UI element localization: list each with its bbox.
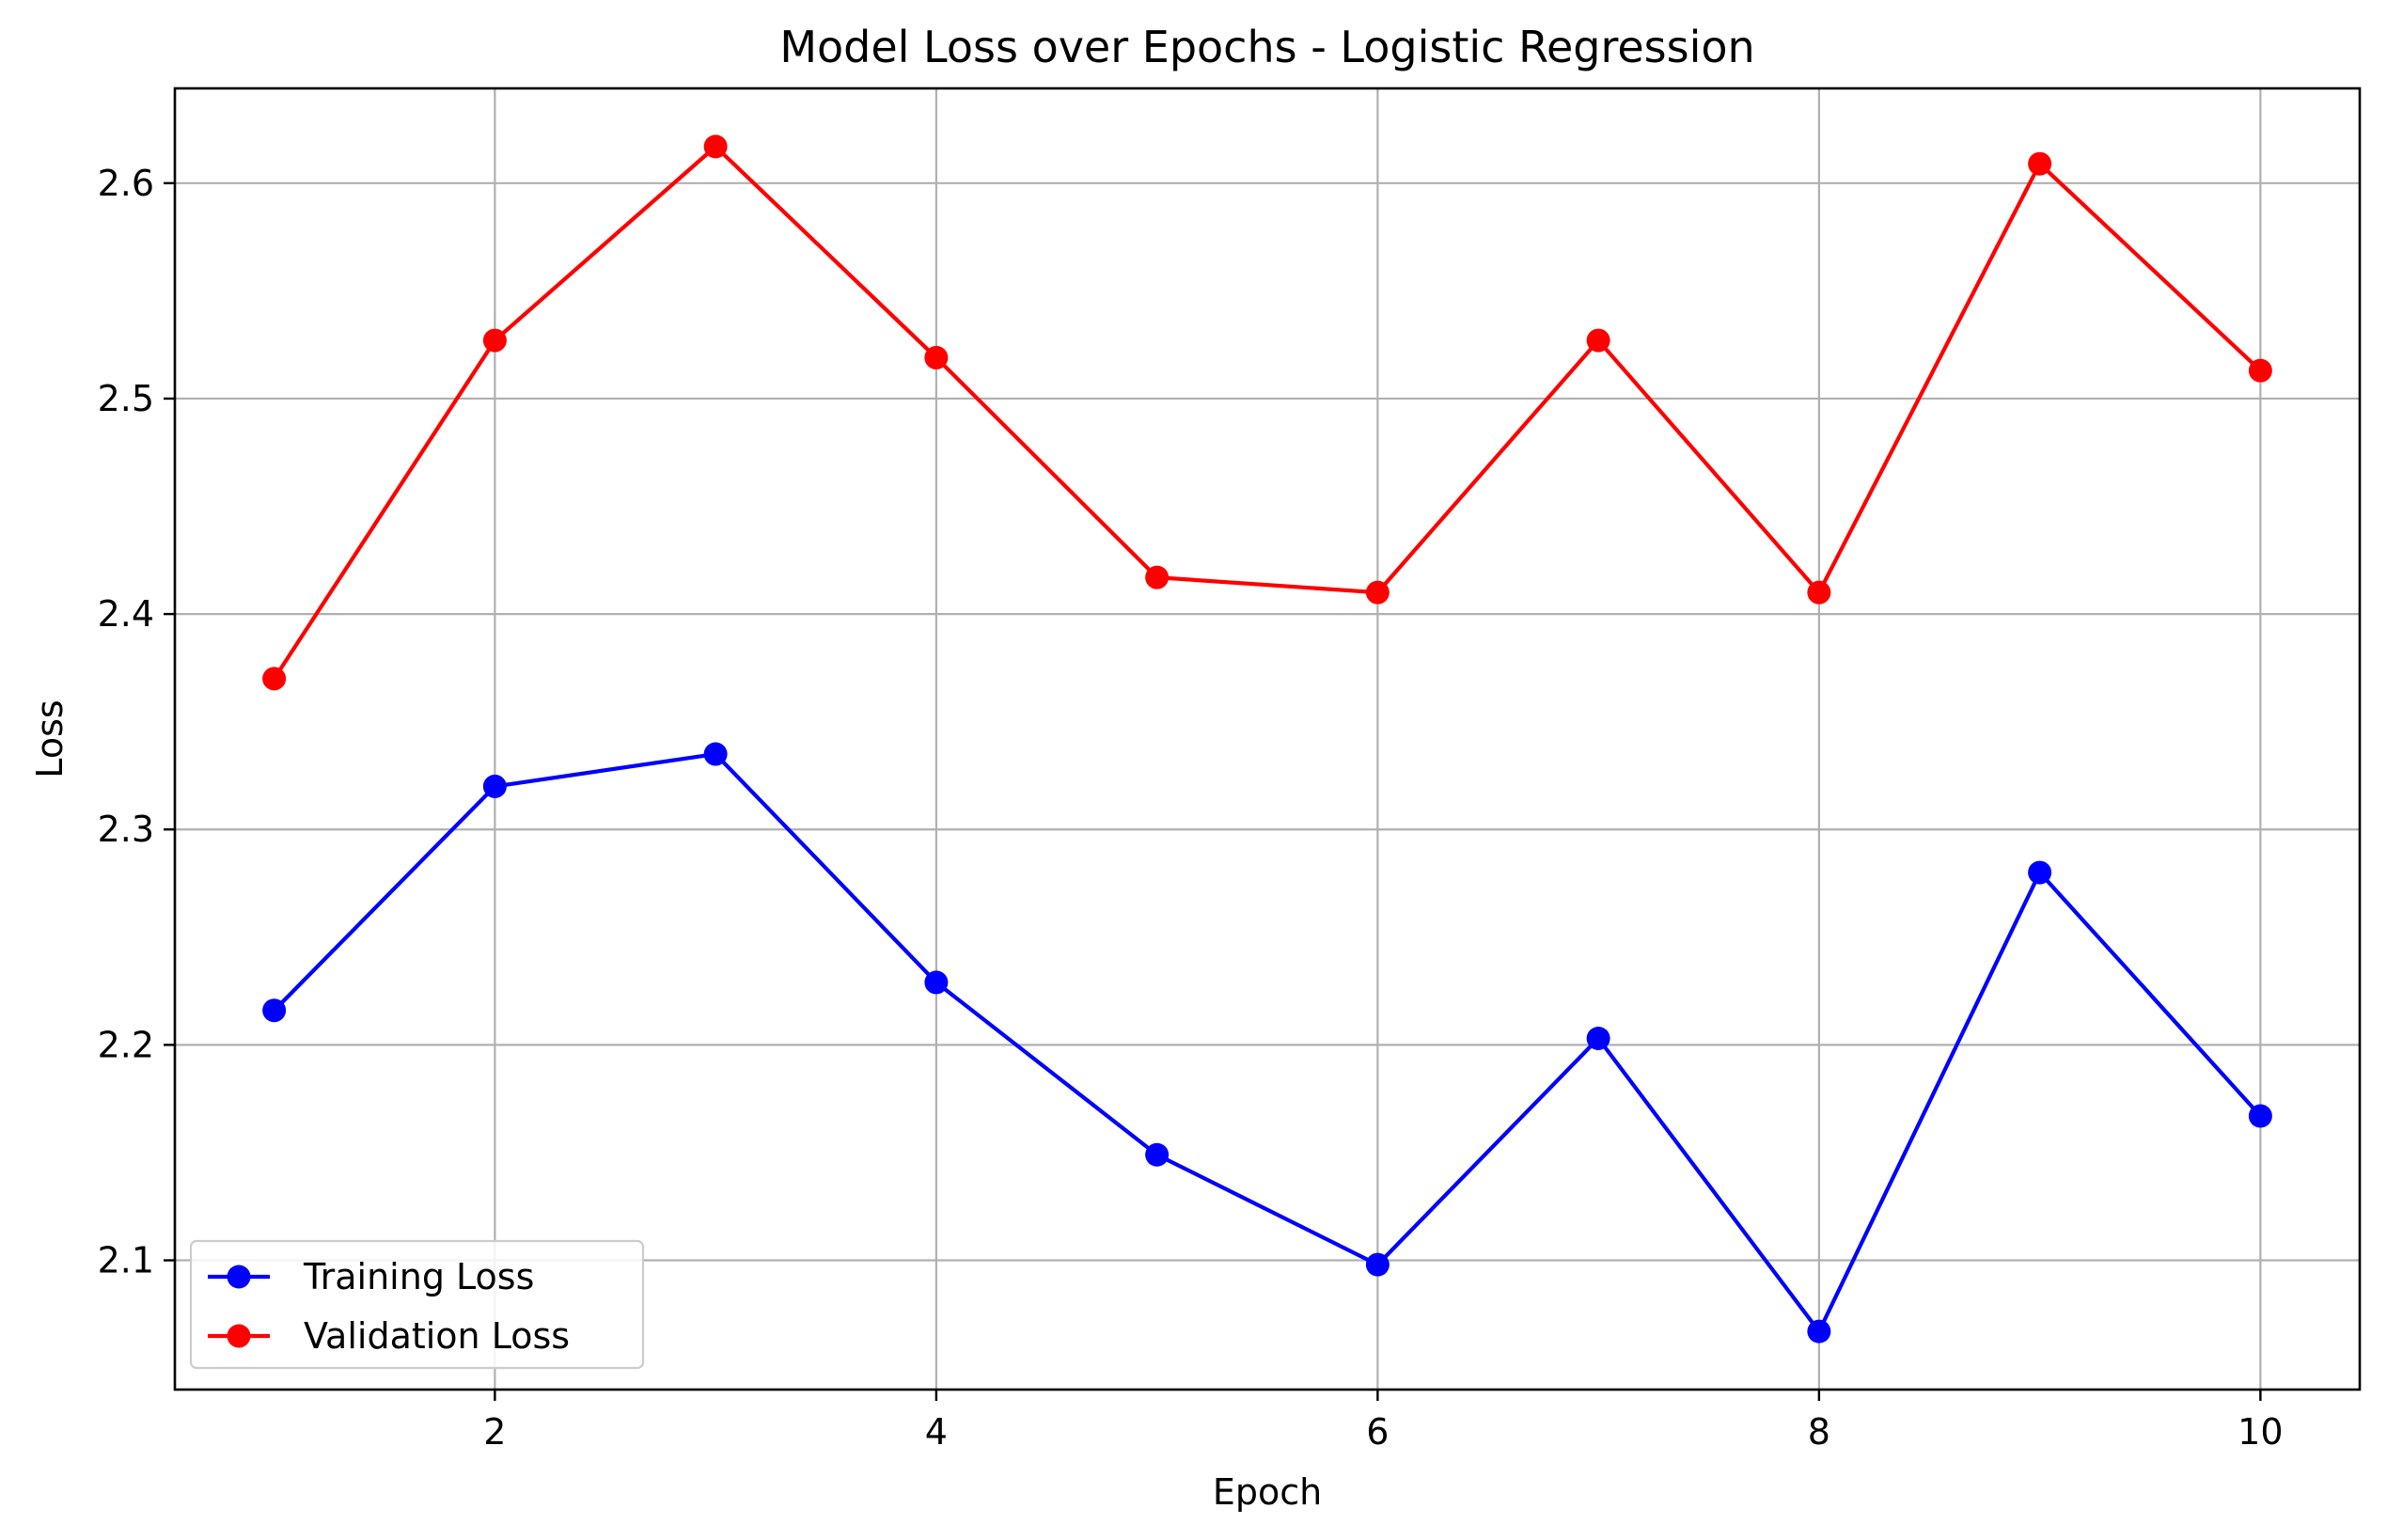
data-point	[2028, 151, 2052, 176]
data-point	[1807, 1319, 1831, 1344]
data-point	[482, 328, 507, 353]
data-point	[1365, 1252, 1390, 1277]
series-line	[272, 144, 2262, 680]
labels-layer: Model Loss over Epochs - Logistic Regres…	[29, 22, 1755, 1513]
chart-title: Model Loss over Epochs - Logistic Regres…	[779, 22, 1754, 72]
x-tick-label: 2	[483, 1411, 506, 1453]
legend-label: Validation Loss	[304, 1315, 570, 1357]
data-point	[703, 742, 728, 766]
data-point	[924, 345, 949, 369]
x-tick-label: 6	[1366, 1411, 1389, 1453]
y-tick-label: 2.1	[98, 1240, 154, 1281]
legend-marker	[227, 1324, 251, 1348]
data-point	[482, 774, 507, 798]
y-tick-label: 2.2	[98, 1024, 154, 1065]
plot-frame	[173, 86, 2362, 1391]
y-tick-label: 2.6	[98, 163, 154, 204]
grid-lines	[175, 88, 2360, 1390]
x-axis-label: Epoch	[1213, 1471, 1322, 1513]
legend: Training Loss Validation Loss	[189, 1239, 645, 1370]
y-tick-label: 2.5	[98, 378, 154, 419]
legend-label: Training Loss	[303, 1256, 534, 1297]
legend-marker	[227, 1265, 251, 1289]
legend-entry: Validation Loss	[208, 1315, 570, 1357]
y-axis-label: Loss	[29, 699, 71, 778]
x-tick-label: 10	[2238, 1411, 2283, 1453]
data-point	[1586, 328, 1610, 353]
data-point	[2028, 860, 2052, 885]
data-point	[1586, 1027, 1610, 1051]
series-training-loss	[262, 742, 2272, 1344]
data-point	[703, 134, 728, 159]
series-validation-loss	[262, 134, 2272, 691]
y-tick-label: 2.4	[98, 593, 154, 635]
legend-box	[189, 1239, 645, 1370]
data-point	[924, 970, 949, 995]
y-tick-label: 2.3	[98, 809, 154, 850]
axes: 2 4 6 8 10 2.1 2.2 2.3 2.4 2.5 2.6	[98, 86, 2362, 1453]
data-point	[1145, 1142, 1170, 1167]
data-point	[1365, 580, 1390, 605]
series-layer	[262, 134, 2272, 1344]
data-point	[262, 998, 287, 1023]
x-tick-label: 8	[1808, 1411, 1830, 1453]
data-point	[1145, 565, 1170, 589]
data-point	[2248, 1104, 2272, 1128]
data-point	[2248, 358, 2272, 383]
data-point	[262, 667, 287, 691]
legend-entry: Training Loss	[208, 1256, 534, 1297]
series-line	[273, 751, 2262, 1334]
x-tick-label: 4	[925, 1411, 948, 1453]
data-point	[1807, 580, 1831, 605]
